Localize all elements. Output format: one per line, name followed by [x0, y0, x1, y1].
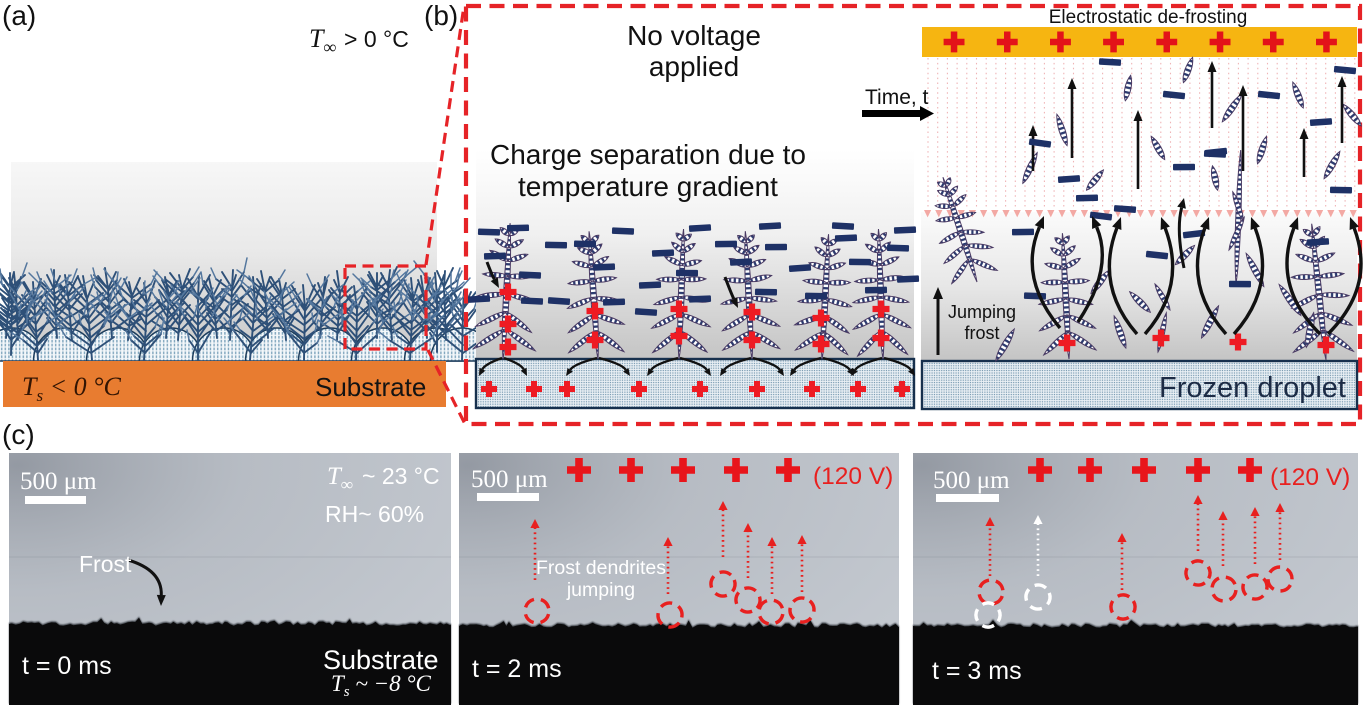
- svg-text:500 μm: 500 μm: [933, 467, 1010, 494]
- svg-text:Ts ~ −8 °C: Ts ~ −8 °C: [331, 671, 432, 700]
- svg-text:Jumping: Jumping: [948, 302, 1016, 322]
- svg-text:~ 23 °C: ~ 23 °C: [362, 463, 440, 489]
- svg-text:500 μm: 500 μm: [471, 466, 548, 493]
- svg-text:Substrate: Substrate: [315, 372, 426, 402]
- svg-text:Charge separation due to: Charge separation due to: [490, 139, 806, 170]
- svg-text:(120 V): (120 V): [813, 463, 893, 490]
- svg-text:RH~ 60%: RH~ 60%: [325, 501, 424, 527]
- svg-text:Frost: Frost: [79, 551, 132, 577]
- svg-text:t = 3 ms: t = 3 ms: [932, 657, 1022, 685]
- svg-text:applied: applied: [649, 51, 739, 82]
- svg-text:No voltage: No voltage: [627, 20, 761, 51]
- svg-text:Substrate: Substrate: [323, 645, 439, 675]
- svg-text:> 0 °C: > 0 °C: [344, 26, 409, 52]
- svg-text:Frozen droplet: Frozen droplet: [1159, 372, 1346, 404]
- svg-text:T∞: T∞: [309, 24, 336, 57]
- svg-text:Electrostatic de-frosting: Electrostatic de-frosting: [1049, 7, 1248, 28]
- svg-text:t = 0 ms: t = 0 ms: [22, 652, 112, 680]
- svg-text:(b): (b): [424, 0, 458, 31]
- svg-text:(120 V): (120 V): [1270, 464, 1350, 491]
- svg-text:temperature gradient: temperature gradient: [518, 171, 778, 202]
- svg-text:500 μm: 500 μm: [20, 468, 97, 495]
- svg-text:jumping: jumping: [566, 579, 635, 601]
- svg-text:Time, t: Time, t: [865, 86, 929, 109]
- svg-text:Frost dendrites: Frost dendrites: [536, 557, 666, 579]
- svg-text:t = 2 ms: t = 2 ms: [472, 655, 562, 683]
- svg-text:frost: frost: [964, 323, 999, 343]
- svg-text:(a): (a): [2, 0, 36, 31]
- svg-text:(c): (c): [2, 419, 35, 450]
